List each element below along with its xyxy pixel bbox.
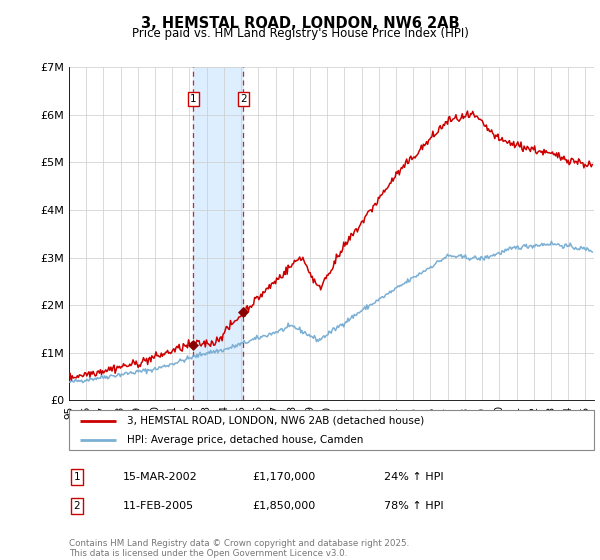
Text: £1,170,000: £1,170,000 xyxy=(252,472,315,482)
Text: 3, HEMSTAL ROAD, LONDON, NW6 2AB: 3, HEMSTAL ROAD, LONDON, NW6 2AB xyxy=(140,16,460,31)
Text: 3, HEMSTAL ROAD, LONDON, NW6 2AB (detached house): 3, HEMSTAL ROAD, LONDON, NW6 2AB (detach… xyxy=(127,416,424,426)
Text: £1,850,000: £1,850,000 xyxy=(252,501,315,511)
Text: Contains HM Land Registry data © Crown copyright and database right 2025.
This d: Contains HM Land Registry data © Crown c… xyxy=(69,539,409,558)
Text: 15-MAR-2002: 15-MAR-2002 xyxy=(123,472,198,482)
Bar xyxy=(193,67,243,400)
Text: 78% ↑ HPI: 78% ↑ HPI xyxy=(384,501,443,511)
Text: 1: 1 xyxy=(190,94,196,104)
Text: 2: 2 xyxy=(240,94,247,104)
Text: 1: 1 xyxy=(73,472,80,482)
FancyBboxPatch shape xyxy=(69,410,594,450)
Text: HPI: Average price, detached house, Camden: HPI: Average price, detached house, Camd… xyxy=(127,435,363,445)
Text: 2: 2 xyxy=(73,501,80,511)
Text: 24% ↑ HPI: 24% ↑ HPI xyxy=(384,472,443,482)
Text: 11-FEB-2005: 11-FEB-2005 xyxy=(123,501,194,511)
Text: Price paid vs. HM Land Registry's House Price Index (HPI): Price paid vs. HM Land Registry's House … xyxy=(131,27,469,40)
